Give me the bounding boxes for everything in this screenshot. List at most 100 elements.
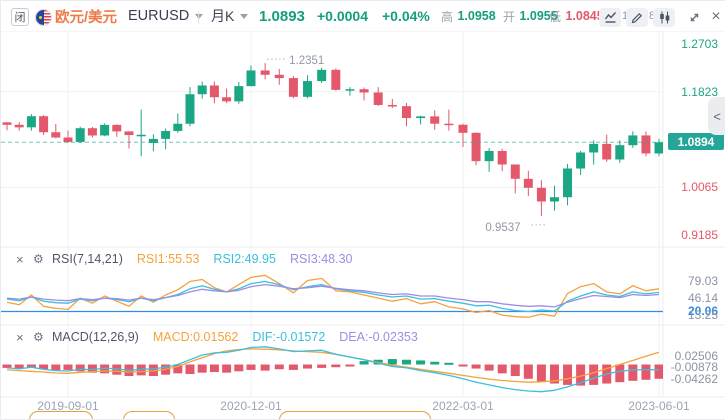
rsi-settings-gear-icon[interactable]: ⚙ <box>33 252 44 266</box>
candle-2022-03[interactable] <box>458 123 468 147</box>
rsi-header: × ⚙ RSI(7,14,21) RSI1:55.53 RSI2:49.95 R… <box>1 251 661 267</box>
pencil-icon <box>631 12 643 23</box>
candle-2022-02[interactable] <box>444 109 454 131</box>
candle-2019-08[interactable] <box>51 123 61 139</box>
macd-reading: MACD:0.01562 <box>152 330 239 344</box>
candlestick-icon <box>659 11 669 24</box>
candle-2021-02[interactable] <box>274 68 284 85</box>
rsi1-reading: RSI1:55.53 <box>136 252 200 266</box>
candle-2021-10[interactable] <box>387 98 397 109</box>
candle-2023-04[interactable] <box>628 131 638 148</box>
rsi-close-icon[interactable]: × <box>16 251 24 267</box>
candle-2022-11[interactable] <box>563 163 573 206</box>
candle-2022-07[interactable] <box>510 164 520 194</box>
fullscreen-button[interactable] <box>685 6 703 28</box>
collapse-panel-button[interactable]: 闭 <box>11 8 29 26</box>
us-flag-half <box>43 10 51 25</box>
bottom-action-button[interactable] <box>123 411 175 419</box>
candlestick-series <box>2 63 664 216</box>
candle-2023-01[interactable] <box>589 140 599 165</box>
candle-2020-07[interactable] <box>185 87 195 127</box>
rsi2-reading: RSI2:49.95 <box>213 252 276 266</box>
period-selector[interactable]: 月K <box>211 1 249 31</box>
candle-2021-03[interactable] <box>288 76 298 99</box>
low-value: 1.0845 <box>565 9 604 23</box>
candle-2022-08[interactable] <box>523 170 533 197</box>
candle-2019-05[interactable] <box>14 122 24 131</box>
candle-2020-05[interactable] <box>161 128 171 150</box>
candle-2020-09[interactable] <box>209 81 219 104</box>
expand-icon <box>690 13 698 21</box>
chart-style-button[interactable] <box>653 8 675 27</box>
bottom-action-button[interactable] <box>29 411 93 419</box>
bottom-action-button[interactable] <box>279 411 431 419</box>
open-group: 开 1.0955 <box>503 9 558 24</box>
macd-settings-gear-icon[interactable]: ⚙ <box>33 330 44 344</box>
candle-2019-11[interactable] <box>87 126 97 138</box>
sidebar-collapse-handle[interactable]: < <box>708 97 725 135</box>
rsi-level-line-label: 20.06 <box>687 304 718 318</box>
candle-2021-05[interactable] <box>317 67 327 83</box>
candle-2022-01[interactable] <box>430 110 440 130</box>
candle-2020-02[interactable] <box>124 131 134 149</box>
price-change-percent: +0.04% <box>382 8 430 24</box>
candle-2020-08[interactable] <box>197 81 207 99</box>
candle-2023-02[interactable] <box>602 134 612 162</box>
toolbar: 闭 欧元/美元 EURUSD | 月K 1.0893 +0.0004 +0.04… <box>1 1 725 31</box>
open-value: 1.0955 <box>519 9 558 23</box>
macd-plot <box>2 346 663 393</box>
clipped-text-fragment: 8 <box>649 1 655 31</box>
candle-2021-07[interactable] <box>345 87 355 96</box>
candle-2021-01[interactable] <box>260 63 270 80</box>
candle-2023-06[interactable] <box>654 138 664 157</box>
candle-2019-07[interactable] <box>39 115 49 135</box>
candle-2023-05[interactable] <box>641 131 651 157</box>
candle-2020-06[interactable] <box>173 113 183 133</box>
rsi-title: RSI(7,14,21) <box>52 252 123 266</box>
dea-reading: DEA:-0.02353 <box>339 330 418 344</box>
candle-2021-08[interactable] <box>359 87 369 101</box>
candle-2022-04[interactable] <box>471 132 481 166</box>
low-annotation: 0.9537 <box>485 222 520 234</box>
line-chart-icon <box>604 12 616 23</box>
candle-2021-12[interactable] <box>416 115 426 125</box>
symbol-selector[interactable]: EURUSD <box>128 1 204 31</box>
candle-2019-09[interactable] <box>63 130 73 144</box>
clipped-text-fragment: 1 <box>622 1 628 31</box>
dif_line <box>6 346 660 393</box>
candle-2020-04[interactable] <box>148 134 158 152</box>
macd_line <box>6 348 660 383</box>
candle-2019-04[interactable] <box>2 122 12 131</box>
close-chart-button[interactable]: × <box>711 8 721 25</box>
candle-2023-03[interactable] <box>615 140 625 163</box>
candle-2019-06[interactable] <box>26 114 36 131</box>
candle-2022-09[interactable] <box>536 180 546 216</box>
current-price-badge: 1.0894 <box>668 133 724 150</box>
currency-pair-flag-icon <box>35 9 52 26</box>
draw-tool-button[interactable] <box>626 8 648 27</box>
eu-flag-half <box>36 10 44 25</box>
candle-2020-01[interactable] <box>112 124 122 137</box>
candle-2020-10[interactable] <box>222 88 232 104</box>
candle-2020-11[interactable] <box>234 82 244 104</box>
candle-2022-12[interactable] <box>576 150 586 176</box>
macd-close-icon[interactable]: × <box>16 329 24 345</box>
candle-2019-10[interactable] <box>75 126 85 144</box>
candle-2022-10[interactable] <box>549 185 559 211</box>
candle-2021-11[interactable] <box>401 103 411 127</box>
macd-title: MACD(12,26,9) <box>52 330 139 344</box>
macd-header: × ⚙ MACD(12,26,9) MACD:0.01562 DIF:-0.01… <box>1 329 661 345</box>
candle-2019-12[interactable] <box>100 123 110 137</box>
indicator-settings-button[interactable] <box>599 8 621 27</box>
high-group: 高 1.0958 <box>441 9 496 24</box>
candle-2021-04[interactable] <box>303 75 313 99</box>
low-group: 低 1.0845 <box>549 9 604 24</box>
price-change: +0.0004 <box>317 8 368 24</box>
candle-2021-09[interactable] <box>373 87 383 106</box>
candle-2020-12[interactable] <box>246 65 256 87</box>
candle-2022-05[interactable] <box>484 148 494 172</box>
candle-2022-06[interactable] <box>497 148 507 172</box>
candle-2020-03[interactable] <box>136 109 146 157</box>
candle-2021-06[interactable] <box>331 68 341 91</box>
